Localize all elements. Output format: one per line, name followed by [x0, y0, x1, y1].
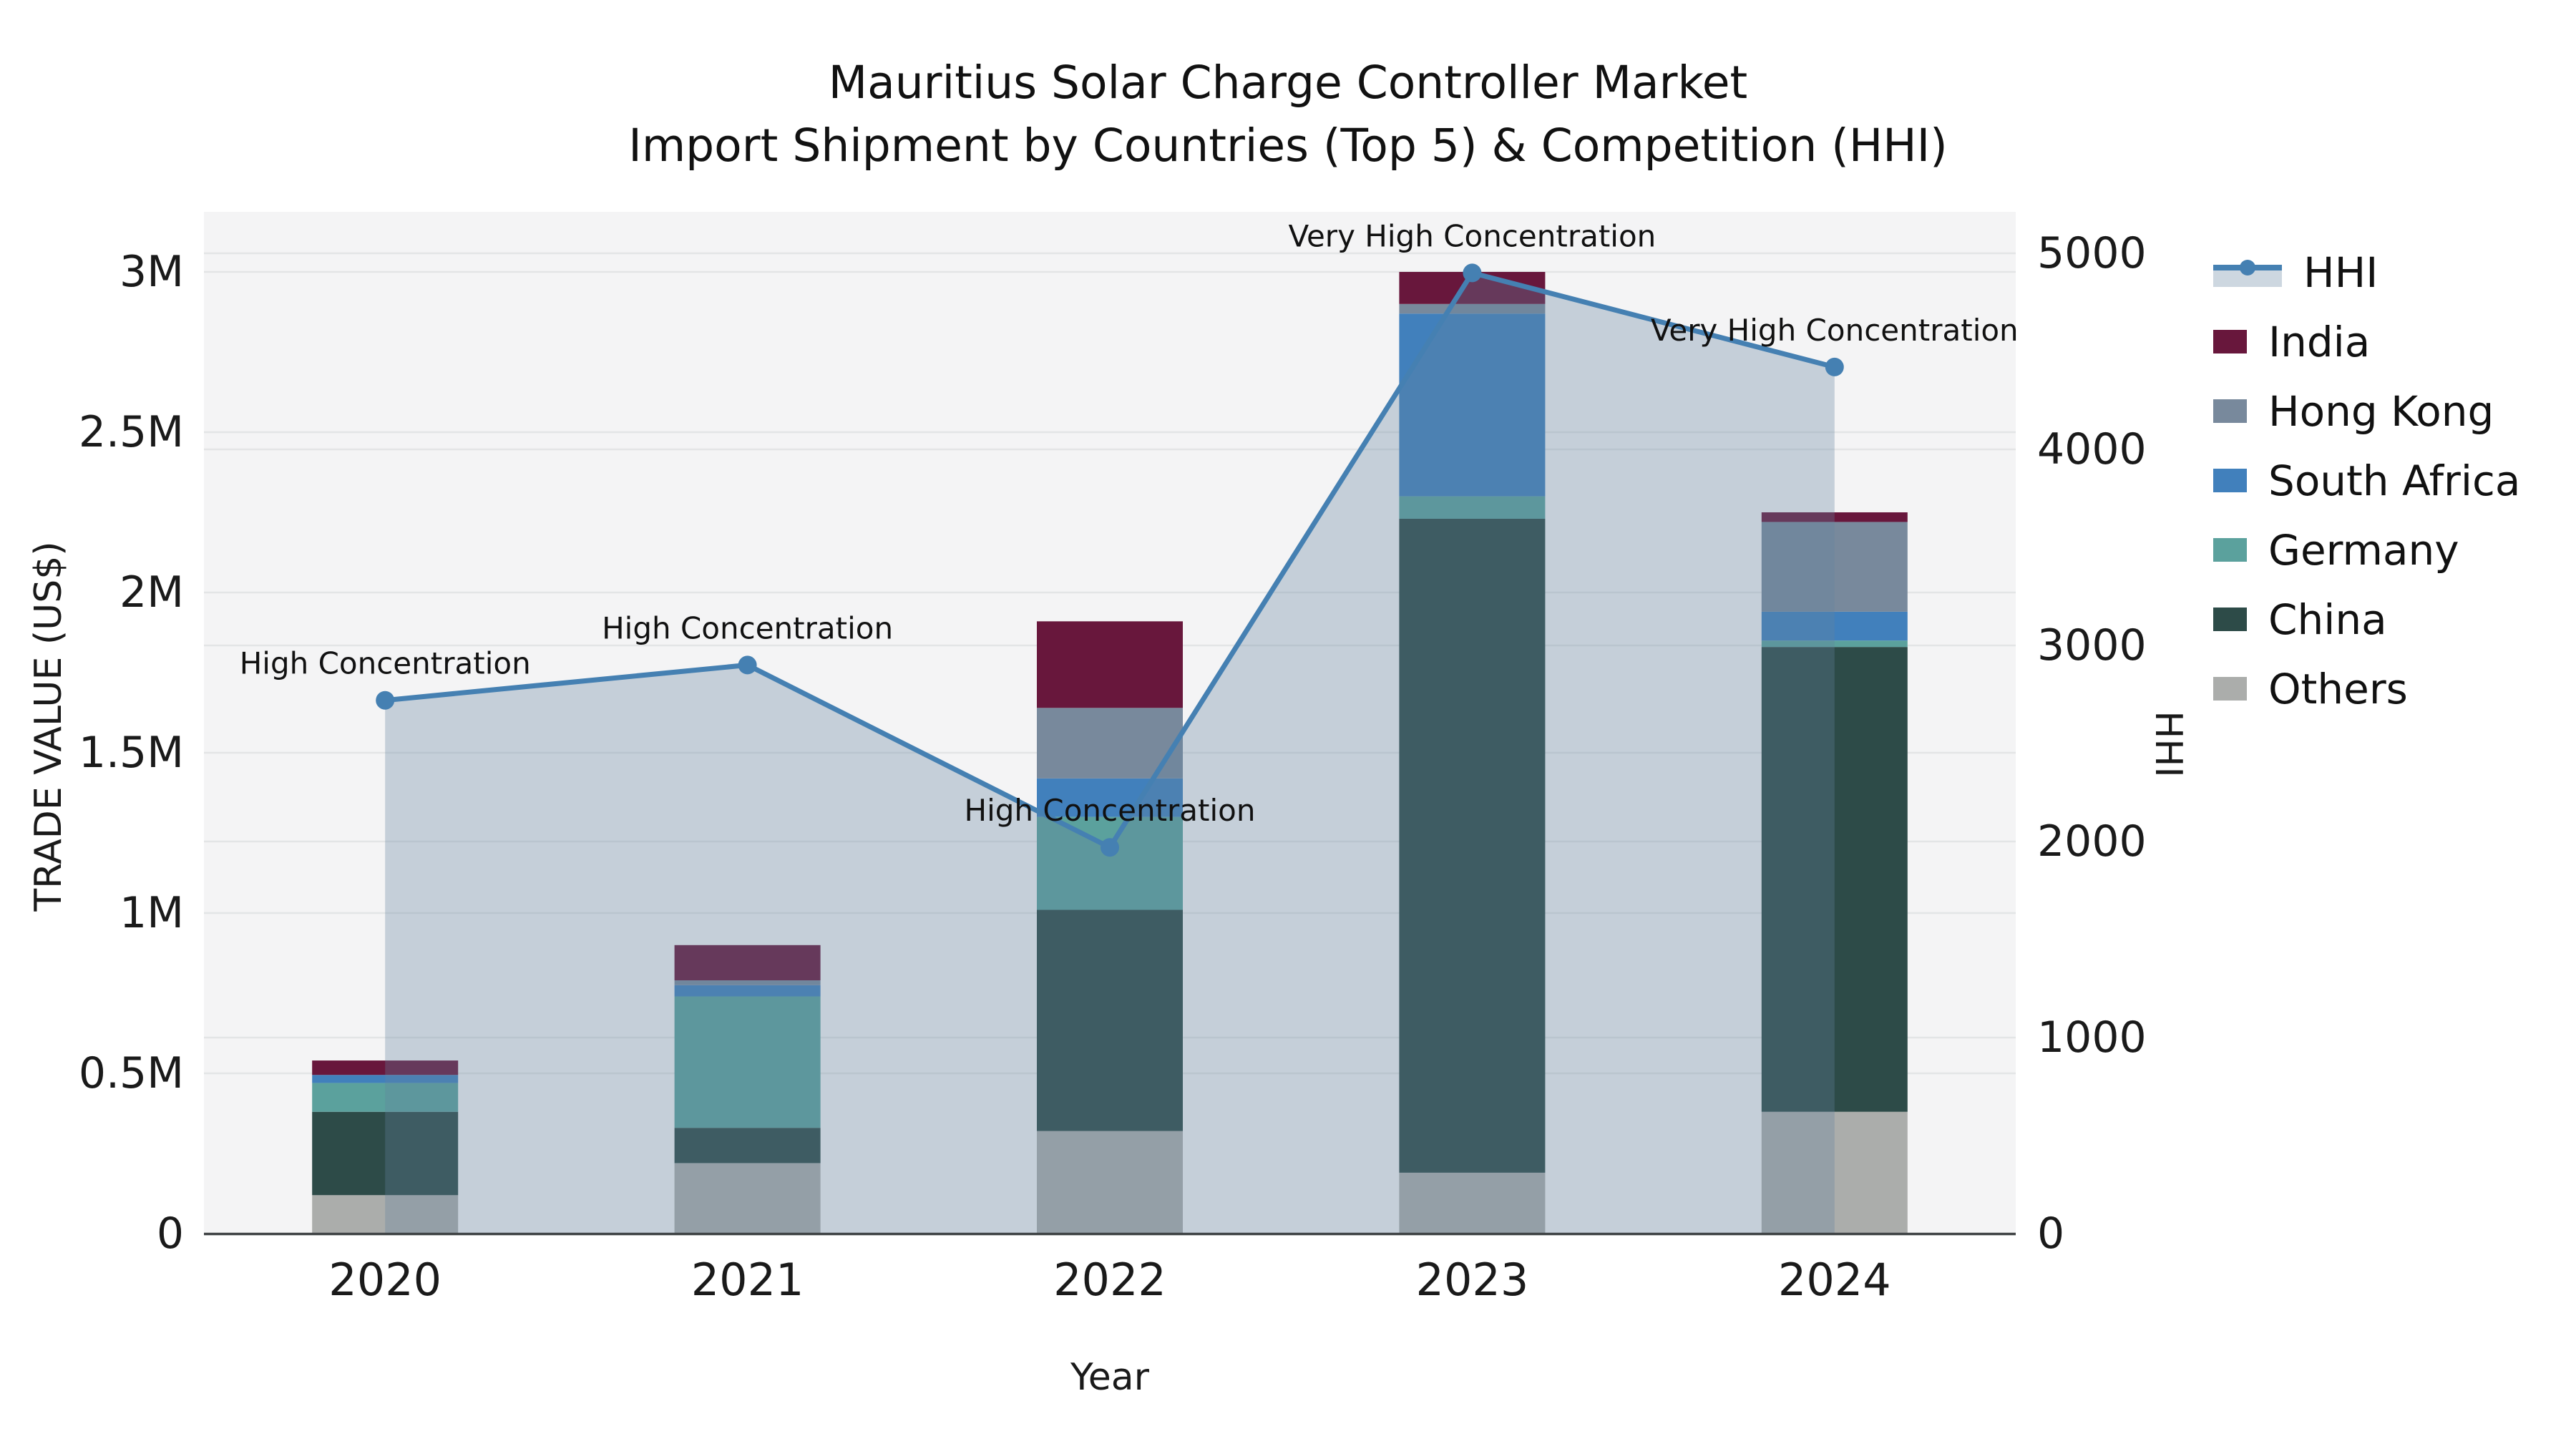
legend-item-others: Others — [2213, 654, 2520, 723]
bar-segment-china-2020 — [312, 1111, 459, 1196]
bar-segment-others-2021 — [674, 1163, 821, 1234]
legend-label-india: India — [2268, 317, 2371, 366]
legend-label-germany: Germany — [2268, 525, 2459, 575]
x-tick-2020: 2020 — [328, 1254, 441, 1306]
legend-swatch-india — [2213, 330, 2247, 353]
y-left-tick-2M: 2M — [119, 567, 184, 618]
y-left-tick-3M: 3M — [119, 247, 184, 297]
legend-swatch-others — [2213, 677, 2247, 701]
legend-item-south-africa: South Africa — [2213, 446, 2520, 515]
bar-segment-south-africa-2021 — [674, 985, 821, 997]
chart-title-line1: Mauritius Solar Charge Controller Market — [828, 57, 1748, 109]
legend-label-south-africa: South Africa — [2268, 456, 2521, 505]
annotation-2022: High Concentration — [965, 793, 1256, 828]
bar-segment-others-2023 — [1399, 1172, 1546, 1234]
bar-segment-india-2020 — [312, 1060, 459, 1075]
y-right-tick-2000: 2000 — [2037, 816, 2147, 867]
bar-segment-others-2020 — [312, 1195, 459, 1234]
y-left-tick-2.5M: 2.5M — [79, 407, 184, 457]
y-axis-title-right: HHI — [2147, 711, 2190, 778]
hhi-line-icon — [2213, 257, 2282, 288]
bar-segment-india-2022 — [1037, 621, 1183, 708]
y-right-tick-0: 0 — [2037, 1209, 2064, 1259]
bar-segment-india-2021 — [674, 945, 821, 981]
bar-segment-south-africa-2022 — [1037, 778, 1183, 817]
y-left-tick-0: 0 — [157, 1209, 184, 1259]
legend: HHI India Hong Kong South Africa Germany Chin… — [2213, 238, 2520, 723]
bar-segment-hong-kong-2023 — [1399, 303, 1546, 314]
bar-segment-south-africa-2024 — [1761, 611, 1908, 641]
bar-segment-germany-2023 — [1399, 496, 1546, 519]
bar-segment-germany-2022 — [1037, 816, 1183, 910]
hhi-marker-2020 — [376, 691, 395, 710]
annotation-2020: High Concentration — [240, 646, 531, 681]
bar-segment-india-2024 — [1761, 512, 1908, 522]
legend-label-hong-kong: Hong Kong — [2268, 386, 2494, 436]
legend-item-china: China — [2213, 585, 2520, 654]
bar-segment-others-2022 — [1037, 1131, 1183, 1234]
y-axis-title-left: TRADE VALUE (US$) — [27, 541, 70, 912]
x-axis-title: Year — [1070, 1356, 1150, 1399]
annotation-2024: Very High Concentration — [1651, 313, 2019, 348]
y-right-tick-4000: 4000 — [2037, 424, 2147, 474]
hhi-marker-2024 — [1825, 357, 1844, 376]
x-tick-2023: 2023 — [1416, 1254, 1529, 1306]
x-tick-2021: 2021 — [691, 1254, 804, 1306]
y-left-tick-1.5M: 1.5M — [79, 728, 184, 778]
legend-label-hhi: HHI — [2303, 248, 2379, 297]
legend-label-china: China — [2268, 595, 2387, 644]
y-right-tick-1000: 1000 — [2037, 1013, 2147, 1063]
y-left-tick-1M: 1M — [119, 888, 184, 938]
bar-segment-china-2024 — [1761, 647, 1908, 1112]
legend-item-hong-kong: Hong Kong — [2213, 376, 2520, 446]
bar-segment-hong-kong-2024 — [1761, 522, 1908, 612]
legend-swatch-south-africa — [2213, 469, 2247, 492]
bar-segment-others-2024 — [1761, 1111, 1908, 1234]
bar-segment-china-2022 — [1037, 909, 1183, 1131]
bar-segment-south-africa-2023 — [1399, 313, 1546, 497]
legend-item-hhi: HHI — [2213, 238, 2520, 307]
bar-segment-china-2021 — [674, 1128, 821, 1163]
bar-segment-hong-kong-2021 — [674, 980, 821, 985]
chart-title-line2: Import Shipment by Countries (Top 5) & C… — [628, 119, 1948, 172]
legend-swatch-germany — [2213, 538, 2247, 562]
annotation-2021: High Concentration — [602, 610, 893, 645]
x-tick-2024: 2024 — [1778, 1254, 1891, 1306]
bar-segment-south-africa-2020 — [312, 1075, 459, 1083]
y-left-tick-0.5M: 0.5M — [79, 1048, 184, 1098]
hhi-marker-2022 — [1101, 838, 1119, 857]
legend-item-india: India — [2213, 307, 2520, 376]
hhi-marker-2021 — [738, 655, 757, 675]
bar-segment-germany-2020 — [312, 1083, 459, 1112]
bar-segment-china-2023 — [1399, 518, 1546, 1173]
bar-segment-germany-2021 — [674, 996, 821, 1128]
legend-swatch-hong-kong — [2213, 399, 2247, 423]
hhi-area-fill — [385, 273, 1835, 1234]
legend-item-germany: Germany — [2213, 515, 2520, 585]
hhi-marker-2023 — [1463, 263, 1482, 283]
x-tick-2022: 2022 — [1053, 1254, 1166, 1306]
legend-label-others: Others — [2268, 664, 2408, 713]
bar-segment-germany-2024 — [1761, 640, 1908, 648]
annotation-2023: Very High Concentration — [1289, 218, 1657, 253]
y-right-tick-5000: 5000 — [2037, 228, 2147, 278]
y-right-tick-3000: 3000 — [2037, 620, 2147, 670]
legend-swatch-china — [2213, 608, 2247, 631]
chart-title: Mauritius Solar Charge Controller Market… — [0, 52, 2576, 177]
